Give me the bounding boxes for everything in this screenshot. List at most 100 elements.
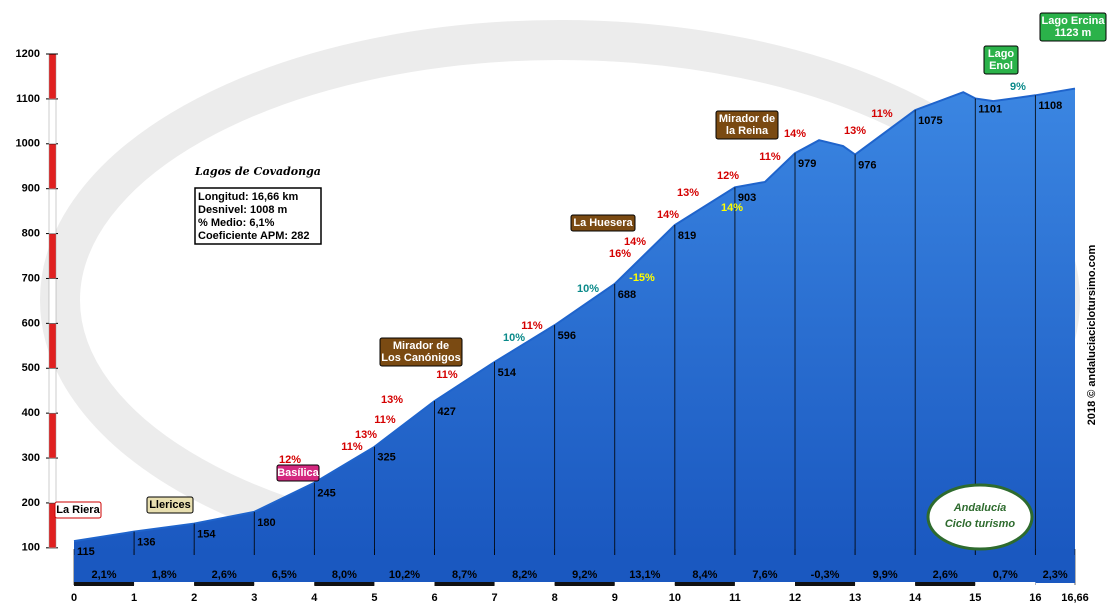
gradient-note: 11% — [759, 151, 781, 163]
segment-gradient: 2,6% — [933, 569, 958, 581]
x-tick-label: 4 — [311, 592, 318, 604]
x-tick-label: 6 — [431, 592, 437, 604]
place-box — [570, 214, 636, 232]
gradient-note: 14% — [624, 236, 646, 248]
segment-gradient: 9,2% — [572, 569, 597, 581]
elevation-label: 819 — [678, 230, 696, 242]
gradient-note: 9% — [1010, 81, 1026, 93]
gradient-note: 16% — [609, 248, 631, 260]
elevation-label: 1101 — [978, 103, 1002, 115]
y-tick-label: 700 — [22, 272, 40, 284]
gradient-note: 12% — [717, 170, 739, 182]
info-line: Desnivel: 1008 m — [198, 204, 287, 216]
elevation-label: 154 — [197, 528, 216, 540]
segment-gradient: 1,8% — [152, 569, 177, 581]
place-label: Mirador de — [393, 340, 449, 352]
elevation-label: 596 — [558, 330, 576, 342]
scale-stripe — [48, 412, 57, 459]
elevation-label: 688 — [618, 289, 636, 301]
y-tick-label: 900 — [22, 183, 40, 195]
elevation-label: 976 — [858, 159, 876, 171]
segment-gradient: 8,2% — [512, 569, 537, 581]
place-label: Llerices — [149, 499, 191, 511]
ruler-stripe — [734, 582, 796, 586]
place-label: 1123 m — [1055, 27, 1092, 39]
elevation-label: 903 — [738, 192, 756, 204]
elevation-label: 427 — [438, 406, 456, 418]
gradient-note: 13% — [381, 394, 403, 406]
ruler-stripe — [795, 582, 856, 586]
scale-stripe — [48, 188, 57, 234]
place-box — [54, 501, 102, 519]
logo-badge — [926, 483, 1034, 551]
gradient-note: 13% — [355, 429, 377, 441]
place-label: Los Canónigos — [381, 352, 460, 364]
x-tick-label: 16,66 — [1061, 592, 1089, 604]
ruler-stripe — [374, 582, 435, 586]
place-box — [146, 496, 194, 514]
elevation-area — [74, 88, 1075, 556]
info-line: % Medio: 6,1% — [198, 217, 275, 229]
y-tick-label: 300 — [22, 452, 40, 464]
base-band — [74, 555, 1075, 583]
segment-gradient: 8,4% — [692, 569, 717, 581]
x-tick-label: 3 — [251, 592, 257, 604]
elevation-label: 180 — [257, 517, 275, 529]
gradient-note: 12% — [279, 454, 301, 466]
gradient-note: 13% — [844, 125, 866, 137]
gradient-note: 11% — [341, 441, 363, 453]
x-tick-label: 16 — [1029, 592, 1041, 604]
ruler-stripe — [134, 582, 195, 586]
scale-stripe — [48, 367, 57, 414]
place-label: La Riera — [56, 504, 100, 516]
ruler-stripe — [674, 582, 735, 586]
place-label: La Huesera — [573, 217, 633, 229]
place-label: Mirador de — [719, 113, 775, 125]
info-line: Coeficiente APM: 282 — [198, 230, 309, 242]
gradient-note: 14% — [784, 128, 806, 140]
gradient-note: -15% — [629, 272, 655, 284]
place-box — [276, 464, 320, 482]
gradient-note: 11% — [374, 414, 396, 426]
scale-stripe — [48, 98, 57, 145]
place-label: Lago Ercina — [1042, 15, 1106, 27]
ruler-stripe — [74, 582, 135, 586]
elevation-label: 136 — [137, 537, 155, 549]
y-tick-label: 400 — [22, 407, 40, 419]
segment-gradient: 2,3% — [1043, 569, 1068, 581]
gradient-note: 11% — [436, 369, 458, 381]
place-box — [715, 110, 779, 140]
place-label: Lago — [988, 48, 1015, 60]
elevation-label: 514 — [498, 367, 517, 379]
segment-gradient: 2,1% — [92, 569, 117, 581]
elevation-label: 115 — [77, 546, 95, 558]
elevation-label: 1075 — [918, 115, 942, 127]
x-tick-label: 8 — [552, 592, 558, 604]
y-tick-label: 100 — [22, 542, 40, 554]
x-tick-label: 10 — [669, 592, 681, 604]
segment-gradient: -0,3% — [811, 569, 840, 581]
logo-text: Ciclo turismo — [945, 518, 1016, 530]
ruler-stripe — [855, 582, 916, 586]
segment-gradient: 0,7% — [993, 569, 1018, 581]
x-tick-label: 12 — [789, 592, 801, 604]
gradient-note: 13% — [677, 187, 699, 199]
scale-stripe — [48, 457, 57, 504]
elevation-label: 1108 — [1038, 100, 1062, 112]
gradient-note: 11% — [521, 320, 543, 332]
elevation-label: 245 — [317, 488, 335, 500]
credit: 2018 © andaluciaciclotursimo.com — [1086, 245, 1098, 426]
ruler-stripe — [554, 582, 615, 586]
gradient-note: 10% — [577, 283, 599, 295]
ruler-stripe — [314, 582, 375, 586]
x-tick-label: 11 — [729, 592, 741, 604]
gradient-note: 14% — [721, 202, 743, 214]
place-box — [1039, 12, 1107, 42]
ruler-stripe — [434, 582, 495, 586]
y-tick-label: 600 — [22, 317, 40, 329]
y-tick-label: 1200 — [16, 48, 40, 60]
segment-gradient: 13,1% — [629, 569, 660, 581]
segment-gradient: 10,2% — [389, 569, 420, 581]
